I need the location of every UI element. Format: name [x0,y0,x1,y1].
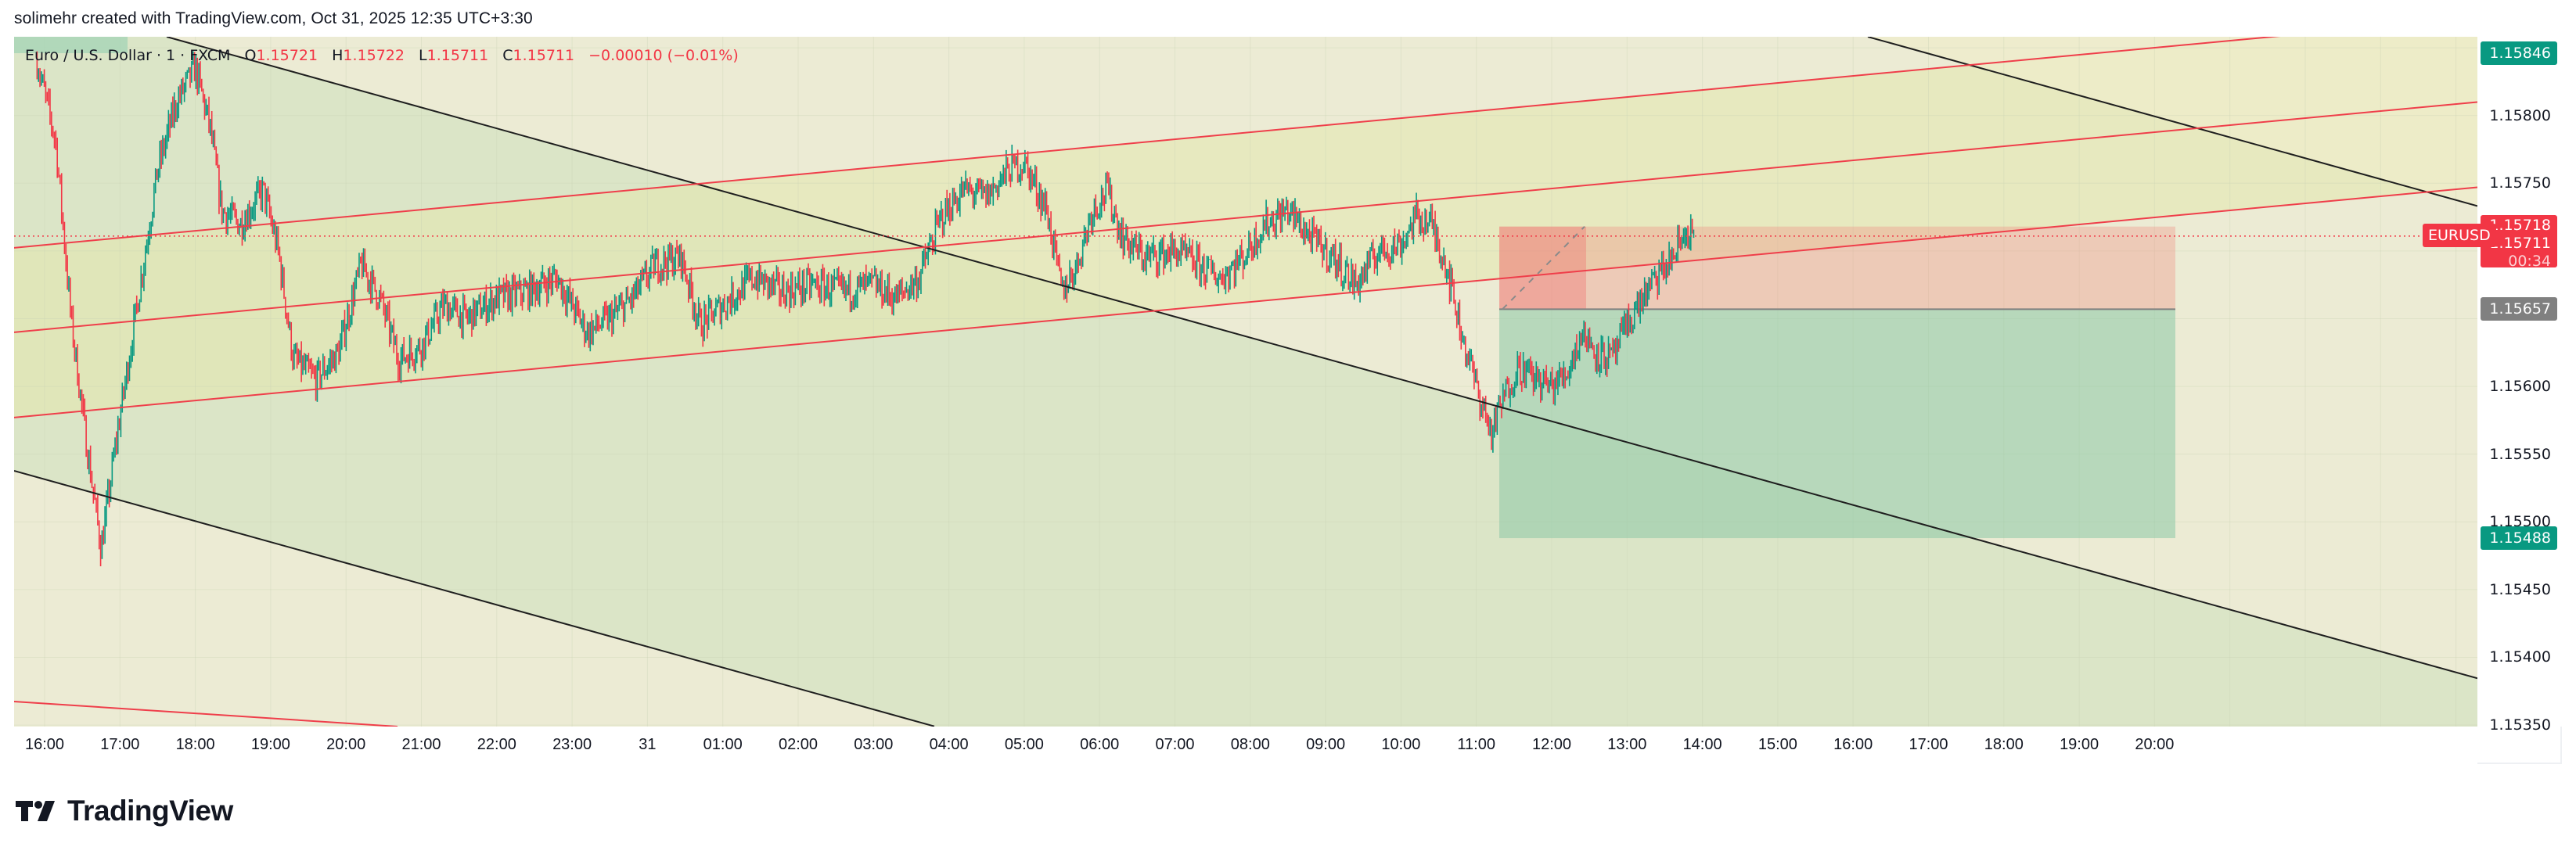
target-price-tag: 1.15488 [2481,526,2557,551]
time-tick-label: 21:00 [401,736,441,753]
price-tick-label: 1.15500 [2489,513,2551,531]
open-label: O [244,47,257,64]
close-label: C [502,47,513,64]
price-axis[interactable]: 1.15800 1.15750 1.15600 1.15550 1.15500 1.154… [2477,37,2562,734]
tradingview-logo-icon [16,801,55,821]
time-tick-label: 13:00 [1607,736,1647,753]
time-tick-label: 18:00 [175,736,215,753]
price-tick-label: 1.15800 [2489,106,2551,124]
price-tick-label: 1.15600 [2489,378,2551,396]
time-tick-label: 23:00 [552,736,592,753]
time-tick-label: 17:00 [100,736,140,753]
last-price: 1.15711 [2489,235,2551,252]
target-top-price-tag: 1.15846 [2481,41,2557,65]
time-tick-label: 12:00 [1531,736,1572,753]
open-value: 1.15721 [256,47,318,64]
time-tick-label: 04:00 [929,736,969,753]
high-label: H [332,47,344,64]
symbol-title[interactable]: Euro / U.S. Dollar · 1 · FXCM [25,47,231,64]
time-tick-label: 31 [639,736,657,753]
tradingview-logo-text: TradingView [67,795,233,827]
chart-watermark: solimehr created with TradingView.com, O… [14,9,533,27]
price-tick-label: 1.15350 [2489,716,2551,734]
time-tick-label: 18:00 [1984,736,2024,753]
high-value: 1.15722 [343,47,405,64]
low-value: 1.15711 [426,47,489,64]
time-tick-label: 06:00 [1080,736,1120,753]
time-axis[interactable]: 16:00 17:00 18:00 19:00 20:00 21:00 22:00 23:00… [14,727,2477,764]
price-tick-label: 1.15400 [2489,648,2551,666]
time-tick-label: 03:00 [854,736,894,753]
bar-countdown: 00:34 [2508,253,2551,270]
time-tick-label: 14:00 [1682,736,1722,753]
time-tick-label: 15:00 [1758,736,1797,753]
change-value: −0.00010 (−0.01%) [588,47,739,64]
time-tick-label: 22:00 [477,736,516,753]
stop-price: 1.15718 [2489,217,2551,234]
time-tick-label: 09:00 [1306,736,1346,753]
price-tick-label: 1.15750 [2489,174,2551,192]
time-tick-label: 20:00 [2135,736,2175,753]
time-tick-label: 02:00 [778,736,818,753]
time-tick-label: 16:00 [1833,736,1873,753]
time-tick-label: 10:00 [1381,736,1421,753]
time-tick-label: 05:00 [1004,736,1044,753]
price-tick-label: 1.15450 [2489,580,2551,598]
low-label: L [419,47,427,64]
time-tick-label: 19:00 [250,736,290,753]
entry-price-tag: 1.15657 [2481,297,2557,321]
time-tick-label: 08:00 [1230,736,1270,753]
symbol-price-tag: EURUSD [2423,224,2496,247]
time-tick-label: 01:00 [703,736,743,753]
time-tick-label: 17:00 [1909,736,1948,753]
tradingview-logo: TradingView [16,795,233,827]
close-value: 1.15711 [513,47,575,64]
time-tick-label: 07:00 [1155,736,1195,753]
time-tick-label: 16:00 [24,736,65,753]
price-tick-label: 1.15550 [2489,445,2551,463]
time-tick-label: 19:00 [2060,736,2099,753]
time-tick-label: 20:00 [326,736,366,753]
time-tick-label: 11:00 [1457,736,1495,753]
symbol-legend: Euro / U.S. Dollar · 1 · FXCM O1.15721 H… [25,47,739,64]
